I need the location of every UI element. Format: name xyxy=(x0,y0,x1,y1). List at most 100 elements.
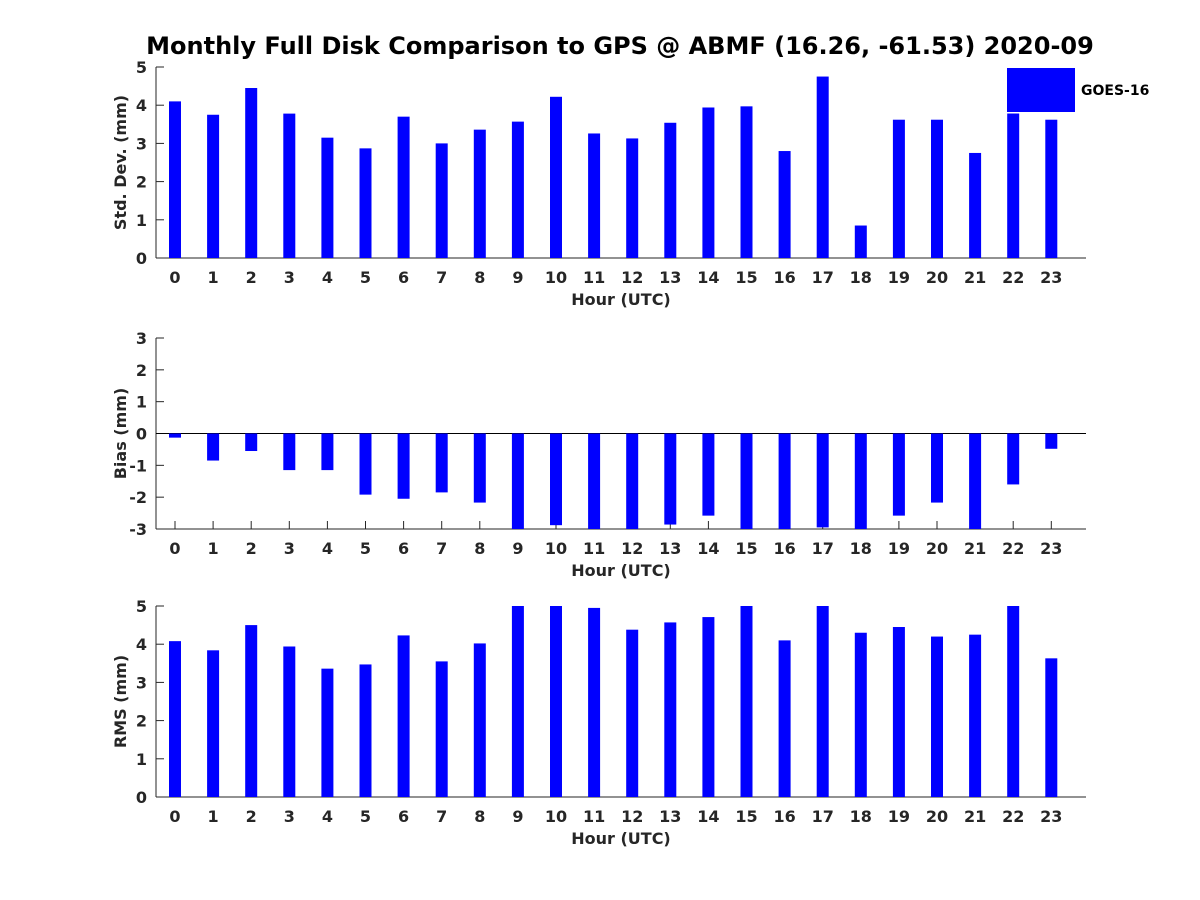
bias-x-tick-label: 18 xyxy=(850,539,872,558)
stddev-bar xyxy=(892,119,905,258)
bias-bar xyxy=(702,433,715,516)
bias-x-tick-label: 22 xyxy=(1002,539,1024,558)
bias-bar xyxy=(207,433,220,461)
rms-x-tick-label: 20 xyxy=(926,807,948,826)
stddev-x-tick-label: 12 xyxy=(621,268,643,287)
bias-y-tick-label: 0 xyxy=(136,425,147,444)
bias-x-tick-label: 1 xyxy=(208,539,219,558)
rms-y-tick-label: 0 xyxy=(136,788,147,807)
stddev-bar xyxy=(245,88,258,258)
rms-x-tick-label: 3 xyxy=(284,807,295,826)
bias-bar xyxy=(778,433,791,529)
stddev-x-tick-label: 9 xyxy=(512,268,523,287)
rms-x-tick-label: 17 xyxy=(812,807,834,826)
stddev-bar xyxy=(702,107,715,258)
stddev-x-tick-label: 2 xyxy=(246,268,257,287)
bias-x-tick-label: 8 xyxy=(474,539,485,558)
bias-x-tick-label: 16 xyxy=(773,539,795,558)
rms-x-tick-label: 4 xyxy=(322,807,333,826)
legend-label-goes-16: GOES-16 xyxy=(1081,83,1149,99)
rms-bar xyxy=(816,606,829,797)
stddev-y-tick-label: 0 xyxy=(136,249,147,268)
stddev-x-tick-label: 1 xyxy=(208,268,219,287)
bias-bar xyxy=(892,433,905,516)
rms-bar xyxy=(664,622,677,797)
bias-y-tick-label: -3 xyxy=(129,520,147,539)
bias-x-tick-label: 3 xyxy=(284,539,295,558)
stddev-bar xyxy=(1045,119,1058,258)
stddev-y-tick-label: 5 xyxy=(136,58,147,77)
rms-x-tick-label: 19 xyxy=(888,807,910,826)
rms-x-tick-label: 7 xyxy=(436,807,447,826)
rms-x-tick-label: 14 xyxy=(697,807,719,826)
bias-y-axis-label: Bias (mm) xyxy=(111,388,130,480)
bias-y-tick-label: 2 xyxy=(136,361,147,380)
rms-x-tick-label: 10 xyxy=(545,807,567,826)
rms-x-tick-label: 12 xyxy=(621,807,643,826)
stddev-x-tick-label: 16 xyxy=(773,268,795,287)
rms-x-tick-label: 13 xyxy=(659,807,681,826)
bias-bar xyxy=(588,433,601,529)
stddev-x-tick-label: 18 xyxy=(850,268,872,287)
bias-x-tick-label: 5 xyxy=(360,539,371,558)
legend-swatch-goes-16 xyxy=(1007,68,1075,112)
rms-bar xyxy=(550,606,562,797)
bias-bar xyxy=(931,433,943,503)
rms-x-tick-label: 2 xyxy=(246,807,257,826)
rms-x-tick-label: 11 xyxy=(583,807,605,826)
bias-bar xyxy=(816,433,829,528)
rms-y-axis-label: RMS (mm) xyxy=(111,655,130,748)
stddev-x-tick-label: 8 xyxy=(474,268,485,287)
rms-x-tick-label: 5 xyxy=(360,807,371,826)
bias-x-tick-label: 6 xyxy=(398,539,409,558)
bias-bar xyxy=(854,433,867,529)
rms-x-tick-label: 23 xyxy=(1040,807,1062,826)
stddev-x-tick-label: 10 xyxy=(545,268,567,287)
rms-bar xyxy=(435,661,448,797)
rms-x-tick-label: 15 xyxy=(735,807,757,826)
bias-bar xyxy=(969,433,982,529)
rms-x-tick-label: 22 xyxy=(1002,807,1024,826)
rms-bar xyxy=(1007,606,1020,797)
bias-x-tick-label: 21 xyxy=(964,539,986,558)
rms-bar xyxy=(245,625,258,797)
stddev-bar xyxy=(283,113,296,258)
bias-bar xyxy=(1045,433,1058,449)
rms-bar xyxy=(473,643,486,797)
stddev-bar xyxy=(588,133,601,258)
rms-bar xyxy=(511,606,524,797)
rms-bar xyxy=(626,629,639,797)
rms-bar xyxy=(931,636,943,797)
bias-x-tick-label: 19 xyxy=(888,539,910,558)
stddev-bar xyxy=(169,101,181,258)
bias-x-tick-label: 4 xyxy=(322,539,333,558)
stddev-bar xyxy=(473,129,486,258)
bias-y-tick-label: 3 xyxy=(136,329,147,348)
stddev-bar xyxy=(435,143,448,258)
bias-bar xyxy=(473,433,486,503)
stddev-x-tick-label: 17 xyxy=(812,268,834,287)
rms-bar xyxy=(854,632,867,797)
stddev-bar xyxy=(626,138,639,258)
stddev-y-tick-label: 3 xyxy=(136,134,147,153)
bias-x-tick-label: 15 xyxy=(735,539,757,558)
stddev-x-tick-label: 5 xyxy=(360,268,371,287)
bias-bar xyxy=(169,433,181,438)
stddev-bar xyxy=(397,116,410,258)
stddev-x-tick-label: 15 xyxy=(735,268,757,287)
stddev-x-tick-label: 3 xyxy=(284,268,295,287)
stddev-bar xyxy=(664,122,677,258)
rms-x-tick-label: 8 xyxy=(474,807,485,826)
rms-bar xyxy=(169,641,181,797)
rms-bar xyxy=(778,640,791,797)
rms-bar xyxy=(207,650,220,797)
stddev-bar xyxy=(1007,67,1020,258)
stddev-x-tick-label: 11 xyxy=(583,268,605,287)
bias-x-tick-label: 11 xyxy=(583,539,605,558)
rms-x-tick-label: 21 xyxy=(964,807,986,826)
